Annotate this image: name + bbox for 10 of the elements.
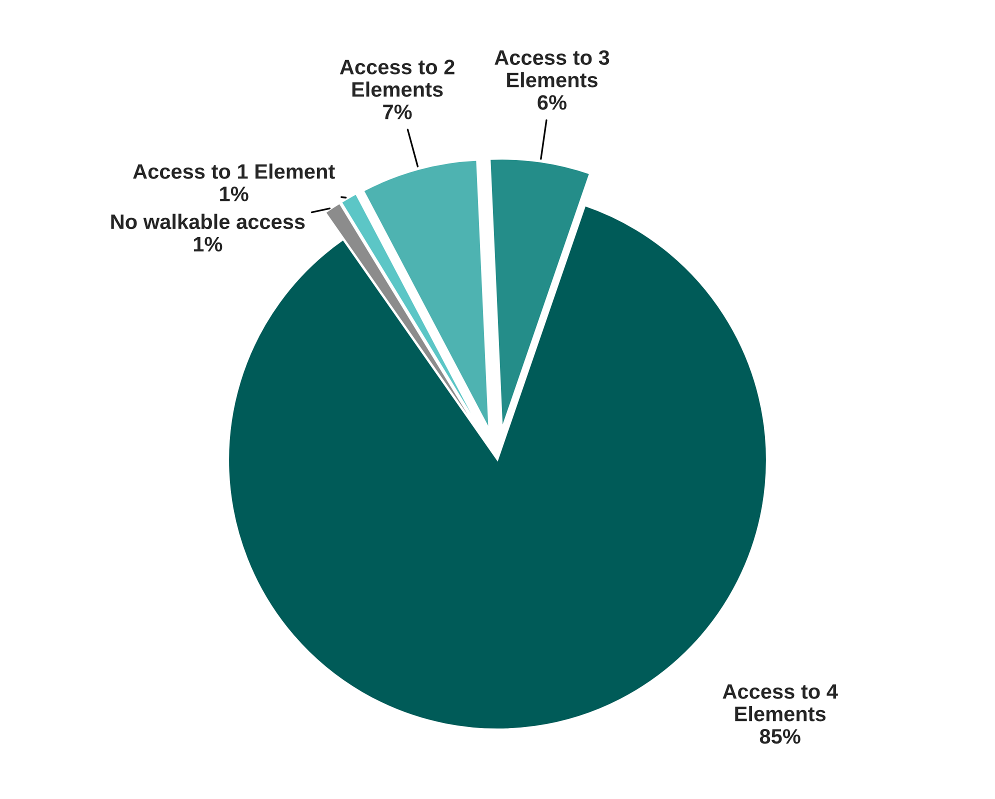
data-label: 1% bbox=[220, 186, 248, 202]
slice-label: Access to 1 Element bbox=[133, 164, 335, 179]
data-label: 7% bbox=[383, 104, 412, 120]
slice-label: Access to 4 Elements bbox=[722, 684, 838, 722]
slice-label: Access to 2 Elements bbox=[340, 60, 454, 97]
data-label: 1% bbox=[194, 236, 222, 252]
slice-label: Access to 3 Elements bbox=[494, 50, 610, 88]
data-label: 6% bbox=[538, 95, 567, 110]
data-label: 85% bbox=[760, 729, 800, 744]
slice-label: No walkable access bbox=[111, 214, 305, 230]
